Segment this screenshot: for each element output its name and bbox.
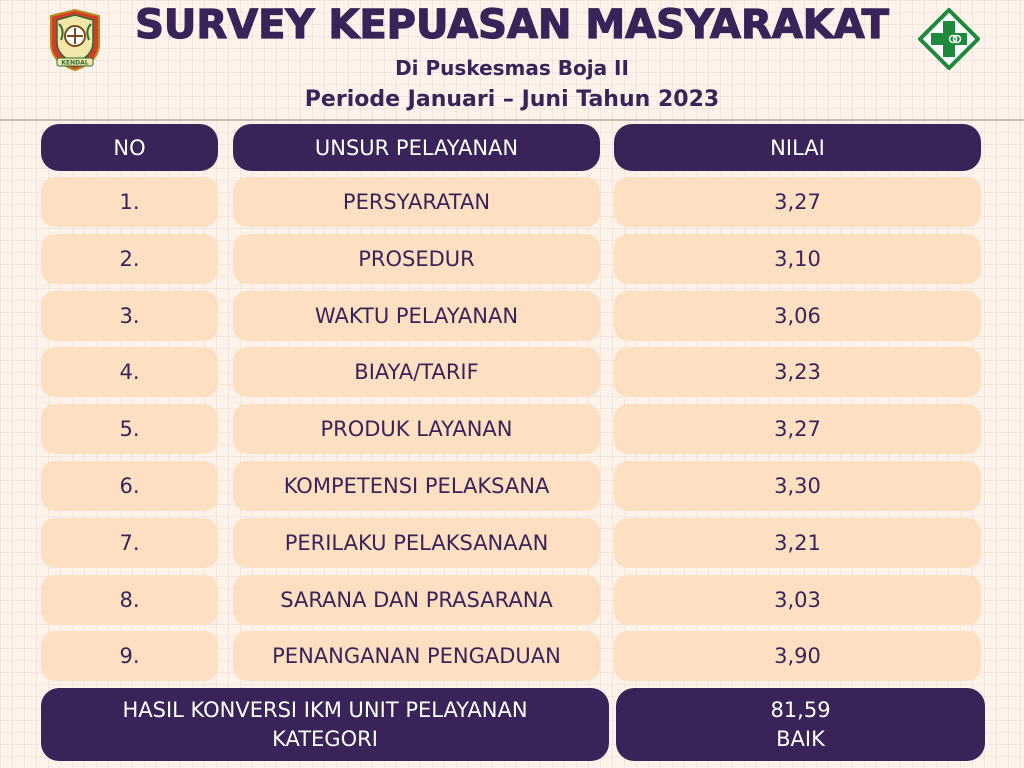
row-number: 8. [41, 575, 218, 625]
row-score: 3,27 [614, 404, 981, 454]
survey-period: Periode Januari – Juni Tahun 2023 [304, 87, 720, 112]
row-score: 3,27 [614, 177, 981, 227]
kendal-regency-emblem-icon: KENDAL [45, 6, 105, 72]
row-service-element: PROSEDUR [233, 234, 600, 284]
column-header-no: NO [41, 124, 218, 171]
row-number: 3. [41, 291, 218, 341]
row-service-element: SARANA DAN PRASARANA [233, 575, 600, 625]
ikm-category-value: BAIK [776, 726, 825, 751]
row-score: 3,03 [614, 575, 981, 625]
page-title: SURVEY KEPUASAN MASYARAKAT [134, 1, 889, 48]
row-score: 3,90 [614, 631, 981, 681]
row-number: 1. [41, 177, 218, 227]
puskesmas-cross-icon [917, 7, 981, 71]
row-number: 7. [41, 518, 218, 568]
page-header: KENDAL SURVEY KEPUASAN MASYARAKAT Di Pus… [0, 0, 1024, 121]
row-service-element: PRODUK LAYANAN [233, 404, 600, 454]
row-score: 3,10 [614, 234, 981, 284]
ikm-result-label-line1: HASIL KONVERSI IKM UNIT PELAYANAN [122, 697, 528, 722]
row-score: 3,30 [614, 461, 981, 511]
row-service-element: PERILAKU PELAKSANAAN [233, 518, 600, 568]
ikm-score-value: 81,59 [770, 697, 831, 722]
ikm-result-label-line2: KATEGORI [272, 726, 378, 751]
row-number: 4. [41, 347, 218, 397]
row-service-element: PERSYARATAN [233, 177, 600, 227]
row-score: 3,06 [614, 291, 981, 341]
row-number: 9. [41, 631, 218, 681]
row-score: 3,23 [614, 347, 981, 397]
row-service-element: PENANGANAN PENGADUAN [233, 631, 600, 681]
row-service-element: BIAYA/TARIF [233, 347, 600, 397]
ikm-result-value: 81,59 BAIK [616, 688, 985, 761]
row-number: 2. [41, 234, 218, 284]
column-header-unsur: UNSUR PELAYANAN [233, 124, 600, 171]
column-header-nilai: NILAI [614, 124, 981, 171]
row-service-element: WAKTU PELAYANAN [233, 291, 600, 341]
ikm-result-label: HASIL KONVERSI IKM UNIT PELAYANAN KATEGO… [41, 688, 609, 761]
kendal-emblem-label: KENDAL [61, 60, 88, 67]
header-divider [0, 119, 1024, 121]
row-number: 6. [41, 461, 218, 511]
row-service-element: KOMPETENSI PELAKSANA [233, 461, 600, 511]
row-score: 3,21 [614, 518, 981, 568]
page-subtitle: Di Puskesmas Boja II [395, 56, 629, 80]
row-number: 5. [41, 404, 218, 454]
